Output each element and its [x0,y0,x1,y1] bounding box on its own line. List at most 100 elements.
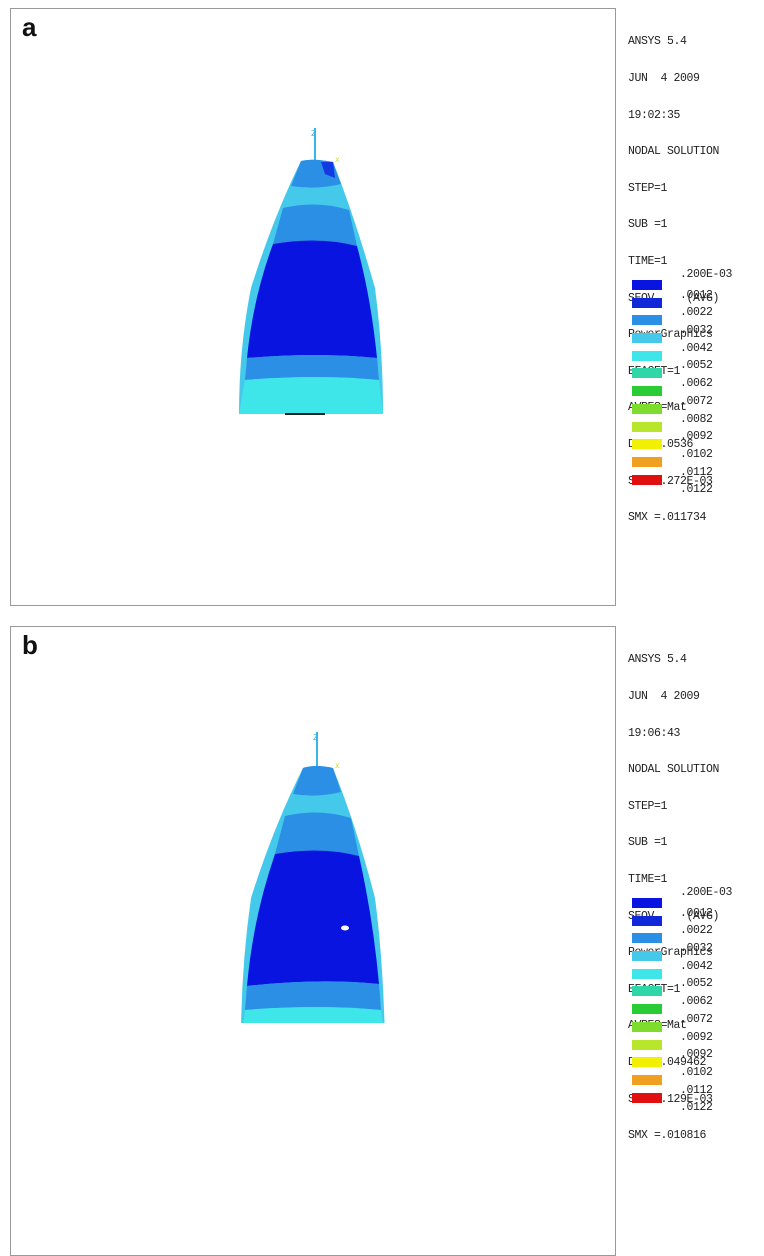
legend-row: .0032 [630,324,764,349]
stress-contour-model-b: Z x [241,732,385,1023]
legend-row: .0062 [630,377,764,402]
legend-swatch [632,1092,662,1103]
legend-row: .0072 [630,395,764,420]
legend-row: .0032 [630,942,764,967]
legend-swatch [632,1074,662,1085]
info-line: STEP=1 [628,181,668,195]
legend-row: .0022 [630,306,764,331]
legend-value: .0062 [680,995,713,1009]
legend-swatch [632,403,662,414]
legend-row: .0012 [630,907,764,932]
info-line: ANSYS 5.4 [628,653,687,667]
legend-swatch [632,386,662,397]
legend-value: .0042 [680,959,713,973]
legend-value: .0012 [680,906,713,920]
legend-value: .0012 [680,288,713,302]
legend-swatch [632,474,662,485]
panel-b: b Z x ANSYS 5.4 JUN 4 2009 19:06:43 NODA… [0,618,764,1256]
axis-triad-b: Z x [313,732,340,770]
legend-row: .0102 [630,1066,764,1091]
info-line: STEP=1 [628,799,668,813]
info-line: 19:02:35 [628,108,681,122]
legend-value: .200E-03 [680,268,733,281]
legend-value: .0112 [680,465,713,479]
legend-value: .0082 [680,412,713,426]
legend-row: .0042 [630,960,764,985]
legend-row: .0112 [630,1084,764,1109]
svg-text:x: x [335,155,340,164]
panel-letter-a: a [22,12,37,42]
legend-swatch [632,368,662,379]
info-line: TIME=1 [628,872,668,886]
legend-row: .0072 [630,1013,764,1038]
legend-value: .0072 [680,394,713,408]
legend-value: .0092 [680,1030,713,1044]
legend-value: .0052 [680,359,713,373]
legend-value: .0062 [680,377,713,391]
info-line: NODAL SOLUTION [628,145,720,159]
legend-row: .0012 [630,289,764,314]
legend-row: .200E-03 [630,886,764,914]
legend-row: .0082 [630,413,764,438]
legend-value: .200E-03 [680,886,733,899]
legend-swatch [632,1057,662,1068]
info-line: 19:06:43 [628,726,681,740]
legend-value: .0032 [680,324,713,338]
info-line: SUB =1 [628,836,668,850]
legend-value: .0092 [680,1048,713,1062]
legend-swatch [632,1021,662,1032]
legend-row: .0052 [630,977,764,1002]
legend-swatch [632,1004,662,1015]
legend-row: .0022 [630,924,764,949]
legend-value: .0022 [680,924,713,938]
legend-value: .0092 [680,430,713,444]
legend-swatch [632,933,662,944]
legend-value: .0112 [680,1083,713,1097]
info-line: SMX =.010816 [628,1129,707,1143]
svg-text:Z: Z [313,733,319,742]
info-line: SMX =.011734 [628,511,707,525]
legend-swatch [632,421,662,432]
info-line: NODAL SOLUTION [628,763,720,777]
legend-swatch [632,898,662,908]
legend-row: .0102 [630,448,764,473]
legend-swatch [632,350,662,361]
legend-row: .0112 [630,466,764,491]
info-line: SUB =1 [628,218,668,232]
legend-swatch [632,280,662,290]
legend-swatch [632,315,662,326]
legend-row-last: .0122 [630,1101,764,1126]
legend-swatch [632,297,662,308]
legend-row-last: .0122 [630,483,764,508]
legend-value: .0122 [680,483,713,497]
legend-value: .0032 [680,942,713,956]
legend-value: .0022 [680,306,713,320]
legend-row: .0062 [630,995,764,1020]
legend-row: .0092 [630,1048,764,1073]
legend-swatch [632,986,662,997]
legend-swatch [632,951,662,962]
contour-legend-b: .200E-03 .0012 .0022 .0032 .0042 .0052 .… [630,886,764,1126]
legend-row: .200E-03 [630,268,764,296]
info-line: TIME=1 [628,254,668,268]
legend-swatch [632,915,662,926]
svg-text:x: x [335,761,340,770]
legend-row: .0042 [630,342,764,367]
legend-value: .0052 [680,977,713,991]
svg-text:Z: Z [311,129,317,138]
legend-value: .0122 [680,1101,713,1115]
legend-row: .0092 [630,1031,764,1056]
contour-legend-a: .200E-03 .0012 .0022 .0032 .0042 .0052 .… [630,268,764,508]
legend-row: .0052 [630,359,764,384]
panel-letter-b: b [22,630,38,660]
legend-swatch [632,439,662,450]
legend-value: .0102 [680,447,713,461]
legend-swatch [632,456,662,467]
legend-row: .0092 [630,430,764,455]
legend-swatch [632,968,662,979]
legend-value: .0102 [680,1065,713,1079]
legend-swatch [632,333,662,344]
legend-swatch [632,1039,662,1050]
panel-a: a Z x ANSYS 5.4 JUN 4 2009 19:02:35 NODA… [0,0,764,612]
legend-value: .0072 [680,1012,713,1026]
